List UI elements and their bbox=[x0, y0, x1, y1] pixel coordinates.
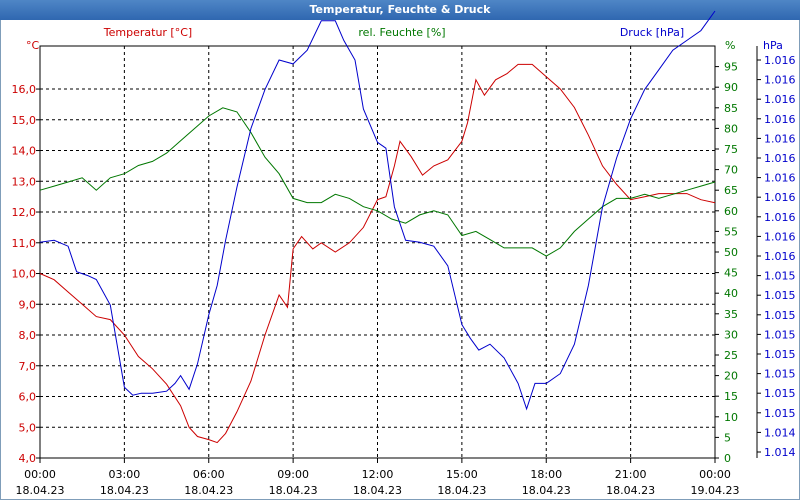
humidity-tick-label: 55 bbox=[724, 225, 738, 238]
temperature-tick-label: 15,0 bbox=[12, 114, 37, 127]
pressure-tick-label: 1.014 bbox=[764, 426, 796, 439]
grid-lines bbox=[39, 45, 716, 459]
x-tick-time: 00:00 bbox=[24, 468, 56, 481]
pressure-ticks: 1.014 1.014 1.015 1.015 1.015 1.015 1.015 1.015… bbox=[756, 46, 796, 459]
x-tick-time: 09:00 bbox=[277, 468, 309, 481]
x-tick-time: 18:00 bbox=[530, 468, 562, 481]
temperature-tick-label: 4,0 bbox=[19, 452, 37, 465]
humidity-tick-label: 45 bbox=[724, 267, 738, 280]
humidity-tick-label: 10 bbox=[724, 411, 738, 424]
x-tick-time: 00:00 bbox=[699, 468, 731, 481]
pressure-tick-label: 1.016 bbox=[764, 230, 796, 243]
pressure-tick-label: 1.015 bbox=[764, 328, 796, 341]
temperature-tick-label: 6,0 bbox=[19, 391, 37, 404]
pressure-tick-label: 1.015 bbox=[764, 348, 796, 361]
humidity-tick-label: 50 bbox=[724, 246, 738, 259]
window-title: Temperatur, Feuchte & Druck bbox=[0, 0, 800, 20]
humidity-tick-label: 30 bbox=[724, 328, 738, 341]
series-line-temperature bbox=[39, 63, 716, 444]
temperature-tick-label: 5,0 bbox=[19, 421, 37, 434]
temperature-unit: °C bbox=[26, 39, 40, 52]
temperature-tick-label: 10,0 bbox=[12, 268, 37, 281]
temperature-tick-label: 7,0 bbox=[19, 360, 37, 373]
humidity-tick-label: 5 bbox=[724, 431, 731, 444]
humidity-tick-label: 85 bbox=[724, 102, 738, 115]
series-line-pressure bbox=[39, 10, 716, 411]
x-tick-time: 03:00 bbox=[109, 468, 141, 481]
pressure-tick-label: 1.016 bbox=[764, 74, 796, 87]
humidity-tick-label: 40 bbox=[724, 287, 738, 300]
temperature-tick-label: 9,0 bbox=[19, 298, 37, 311]
pressure-tick-label: 1.014 bbox=[764, 446, 796, 459]
humidity-tick-label: 15 bbox=[724, 390, 738, 403]
pressure-tick-label: 1.016 bbox=[764, 250, 796, 263]
x-tick-date: 18.04.23 bbox=[606, 484, 655, 497]
temperature-axis-label: Temperatur [°C] bbox=[103, 26, 192, 39]
humidity-tick-label: 75 bbox=[724, 143, 738, 156]
humidity-tick-label: 65 bbox=[724, 184, 738, 197]
x-tick-date: 18.04.23 bbox=[184, 484, 233, 497]
time-ticks: 00:00 18.04.23 03:00 18.04.23 06:00 18.04.23 0… bbox=[16, 458, 740, 497]
pressure-tick-label: 1.015 bbox=[764, 270, 796, 283]
humidity-tick-label: 25 bbox=[724, 349, 738, 362]
pressure-unit: hPa bbox=[763, 39, 783, 52]
temperature-tick-label: 12,0 bbox=[12, 206, 37, 219]
x-tick-date: 18.04.23 bbox=[522, 484, 571, 497]
pressure-tick-label: 1.016 bbox=[764, 172, 796, 185]
pressure-axis-label: Druck [hPa] bbox=[620, 26, 684, 39]
temperature-ticks: 4,0 5,0 6,0 7,0 8,0 9,0 10,0 11,0 12,0 13,0 14,0 15… bbox=[12, 83, 40, 465]
pressure-tick-label: 1.015 bbox=[764, 309, 796, 322]
pressure-tick-label: 1.016 bbox=[764, 113, 796, 126]
x-tick-date: 18.04.23 bbox=[16, 484, 65, 497]
humidity-tick-label: 90 bbox=[724, 81, 738, 94]
humidity-axis-label: rel. Feuchte [%] bbox=[358, 26, 445, 39]
humidity-tick-label: 60 bbox=[724, 205, 738, 218]
x-tick-time: 21:00 bbox=[615, 468, 647, 481]
humidity-tick-label: 35 bbox=[724, 308, 738, 321]
x-tick-time: 12:00 bbox=[362, 468, 394, 481]
pressure-tick-label: 1.016 bbox=[764, 211, 796, 224]
x-tick-date: 18.04.23 bbox=[353, 484, 402, 497]
humidity-tick-label: 95 bbox=[724, 61, 738, 74]
pressure-tick-label: 1.015 bbox=[764, 368, 796, 381]
x-tick-date: 19.04.23 bbox=[691, 484, 740, 497]
humidity-tick-label: 0 bbox=[724, 452, 731, 465]
temperature-tick-label: 13,0 bbox=[12, 175, 37, 188]
pressure-tick-label: 1.016 bbox=[764, 191, 796, 204]
humidity-unit: % bbox=[725, 39, 735, 52]
temperature-tick-label: 16,0 bbox=[12, 83, 37, 96]
humidity-tick-label: 20 bbox=[724, 370, 738, 383]
humidity-tick-label: 80 bbox=[724, 122, 738, 135]
pressure-tick-label: 1.015 bbox=[764, 387, 796, 400]
pressure-tick-label: 1.016 bbox=[764, 93, 796, 106]
x-tick-time: 15:00 bbox=[446, 468, 478, 481]
humidity-tick-label: 70 bbox=[724, 164, 738, 177]
pressure-tick-label: 1.016 bbox=[764, 54, 796, 67]
pressure-tick-label: 1.015 bbox=[764, 289, 796, 302]
x-tick-date: 18.04.23 bbox=[100, 484, 149, 497]
temperature-tick-label: 14,0 bbox=[12, 145, 37, 158]
temperature-tick-label: 8,0 bbox=[19, 329, 37, 342]
humidity-ticks: 0 5 10 15 20 25 30 35 40 45 50 55 60 65 70 75 80 85 90 95 bbox=[715, 61, 738, 465]
pressure-tick-label: 1.015 bbox=[764, 407, 796, 420]
pressure-tick-label: 1.016 bbox=[764, 132, 796, 145]
series-lines bbox=[39, 10, 716, 444]
temperature-tick-label: 11,0 bbox=[12, 237, 37, 250]
x-tick-time: 06:00 bbox=[193, 468, 225, 481]
pressure-tick-label: 1.016 bbox=[764, 152, 796, 165]
x-tick-date: 18.04.23 bbox=[437, 484, 486, 497]
x-tick-date: 18.04.23 bbox=[269, 484, 318, 497]
